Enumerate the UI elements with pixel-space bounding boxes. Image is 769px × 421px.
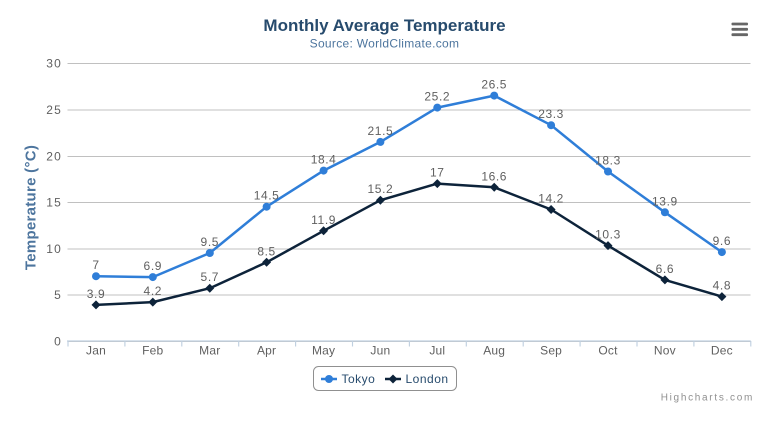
svg-text:9.6: 9.6 [713, 234, 731, 248]
svg-text:5: 5 [54, 288, 62, 302]
svg-text:Jan: Jan [86, 344, 106, 358]
svg-text:Nov: Nov [654, 344, 676, 358]
svg-text:26.5: 26.5 [481, 78, 507, 92]
svg-text:17: 17 [430, 166, 445, 180]
svg-text:Tokyo: Tokyo [342, 372, 376, 386]
svg-text:0: 0 [54, 335, 62, 349]
svg-text:23.3: 23.3 [538, 107, 564, 121]
svg-text:Mar: Mar [199, 344, 220, 358]
svg-text:18.3: 18.3 [595, 154, 621, 168]
svg-text:11.9: 11.9 [311, 213, 336, 227]
svg-text:Jun: Jun [370, 344, 390, 358]
svg-text:25.2: 25.2 [424, 90, 450, 104]
svg-text:4.2: 4.2 [144, 284, 162, 298]
svg-text:7: 7 [92, 258, 99, 272]
svg-text:14.5: 14.5 [254, 189, 280, 203]
svg-text:15: 15 [46, 196, 62, 210]
svg-text:Temperature (°C): Temperature (°C) [23, 145, 40, 270]
svg-text:10.3: 10.3 [595, 228, 621, 242]
svg-text:16.6: 16.6 [481, 169, 507, 183]
svg-text:8.5: 8.5 [257, 244, 275, 258]
svg-text:13.9: 13.9 [652, 194, 678, 208]
svg-text:21.5: 21.5 [368, 124, 394, 138]
svg-text:5.7: 5.7 [201, 270, 219, 284]
svg-text:London: London [406, 372, 449, 386]
svg-text:Apr: Apr [257, 344, 276, 358]
svg-text:Highcharts.com: Highcharts.com [661, 393, 754, 404]
svg-text:Feb: Feb [142, 344, 163, 358]
svg-text:Source: WorldClimate.com: Source: WorldClimate.com [310, 37, 460, 51]
svg-text:15.2: 15.2 [368, 182, 394, 196]
svg-text:14.2: 14.2 [538, 192, 564, 206]
svg-text:20: 20 [46, 149, 62, 163]
svg-text:4.8: 4.8 [713, 279, 731, 293]
svg-text:Sep: Sep [540, 344, 562, 358]
svg-text:Aug: Aug [483, 344, 505, 358]
svg-text:25: 25 [46, 103, 62, 117]
svg-text:Dec: Dec [711, 344, 733, 358]
svg-text:Monthly Average Temperature: Monthly Average Temperature [263, 16, 505, 35]
svg-text:Jul: Jul [429, 344, 445, 358]
svg-text:Oct: Oct [598, 344, 618, 358]
svg-text:6.6: 6.6 [656, 262, 674, 276]
svg-text:3.9: 3.9 [87, 287, 105, 301]
svg-text:10: 10 [46, 242, 62, 256]
svg-text:30: 30 [46, 57, 62, 71]
svg-text:May: May [312, 344, 335, 358]
svg-text:18.4: 18.4 [311, 153, 337, 167]
svg-text:9.5: 9.5 [201, 235, 219, 249]
svg-text:6.9: 6.9 [144, 259, 162, 273]
